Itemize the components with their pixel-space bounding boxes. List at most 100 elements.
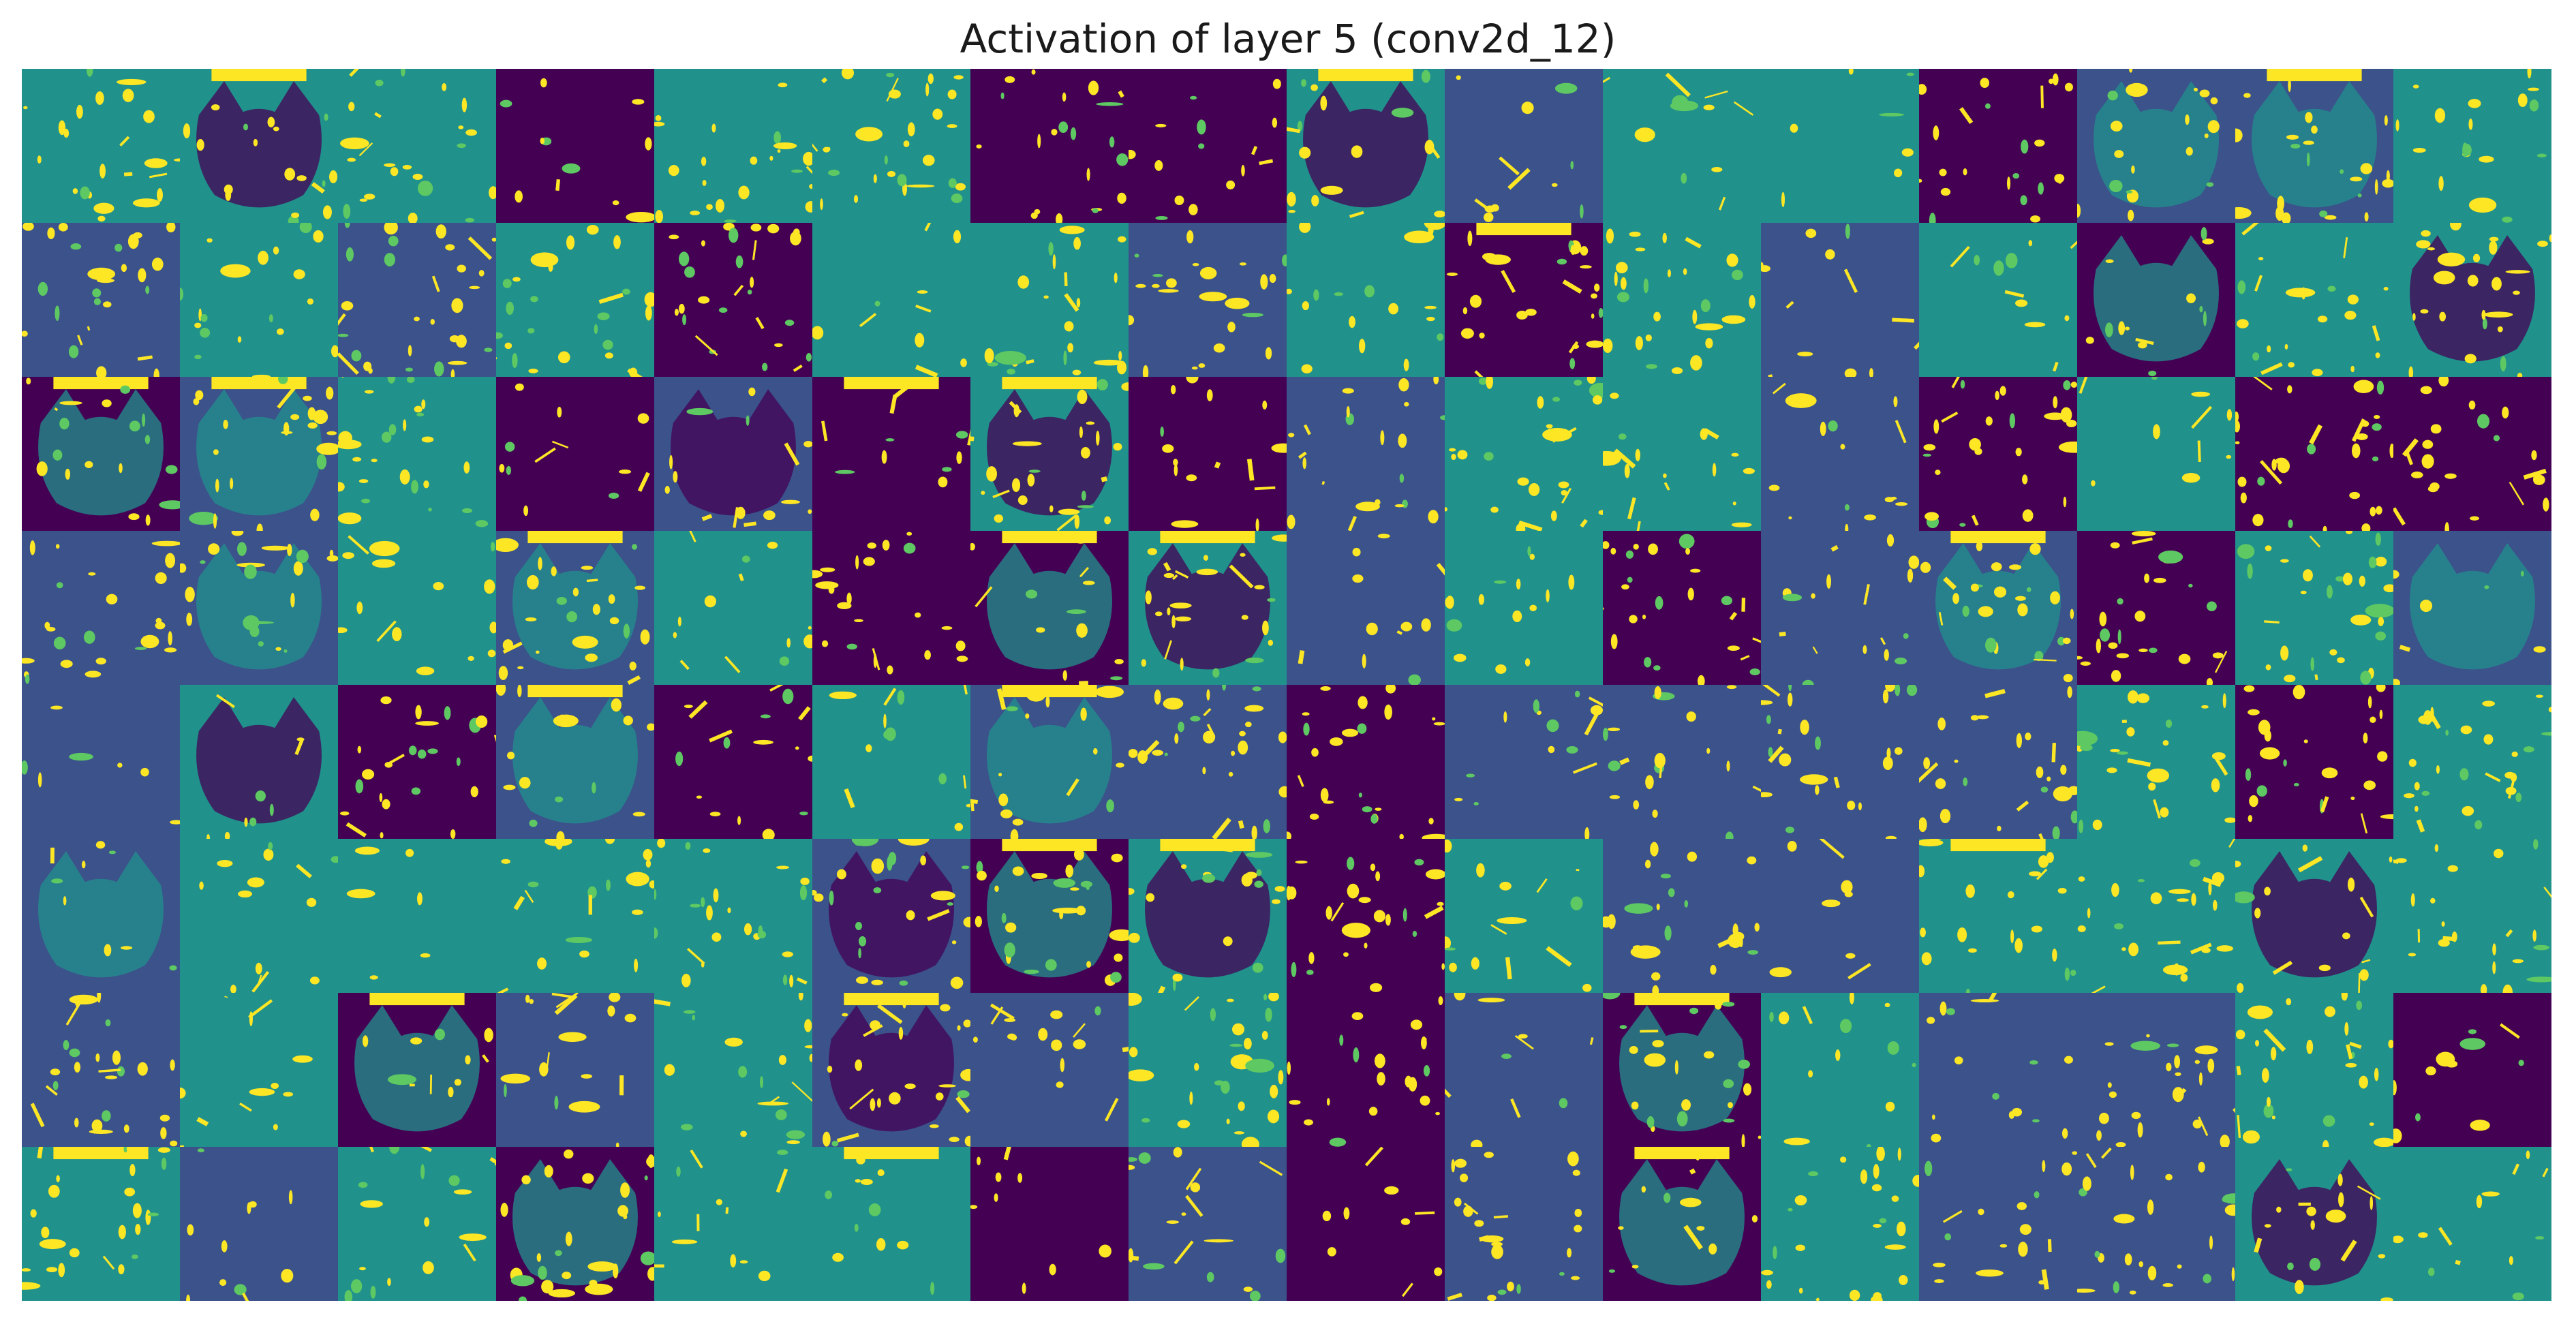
feature-map-tile: [1603, 69, 1761, 223]
feature-map-tile: [338, 223, 496, 377]
feature-map-tile: [180, 531, 338, 685]
feature-map-tile: [2235, 993, 2393, 1147]
feature-map-tile: [496, 685, 654, 839]
feature-map-tile: [22, 1147, 180, 1301]
feature-map-tile: [1129, 993, 1287, 1147]
feature-map-tile: [1761, 377, 1919, 531]
feature-map-tile: [2393, 531, 2551, 685]
feature-map-tile: [496, 69, 654, 223]
feature-map-tile: [1761, 223, 1919, 377]
feature-map-tile: [338, 531, 496, 685]
feature-map-tile: [22, 531, 180, 685]
feature-map-tile: [812, 839, 970, 993]
feature-map-tile: [1287, 685, 1445, 839]
feature-map-tile: [970, 377, 1129, 531]
feature-map-tile: [2077, 1147, 2235, 1301]
feature-map-tile: [338, 69, 496, 223]
feature-map-tile: [1445, 839, 1603, 993]
feature-map-tile: [1445, 377, 1603, 531]
feature-map-tile: [1287, 377, 1445, 531]
feature-map-tile: [812, 69, 970, 223]
feature-map-tile: [338, 1147, 496, 1301]
feature-map-tile: [1919, 377, 2077, 531]
feature-map-tile: [2235, 377, 2393, 531]
feature-map-tile: [22, 69, 180, 223]
feature-map-tile: [654, 223, 812, 377]
feature-map-tile: [338, 377, 496, 531]
feature-map-tile: [338, 839, 496, 993]
feature-map-tile: [2393, 377, 2551, 531]
feature-map-tile: [180, 993, 338, 1147]
feature-map-tile: [1919, 839, 2077, 993]
feature-map-tile: [1761, 685, 1919, 839]
feature-map-tile: [1919, 993, 2077, 1147]
feature-map-tile: [970, 1147, 1129, 1301]
feature-map-tile: [1761, 69, 1919, 223]
feature-map-tile: [1603, 1147, 1761, 1301]
feature-map-tile: [2393, 839, 2551, 993]
feature-map-tile: [2077, 993, 2235, 1147]
feature-map-tile: [654, 69, 812, 223]
feature-map-tile: [654, 377, 812, 531]
feature-map-tile: [496, 1147, 654, 1301]
feature-map-tile: [970, 685, 1129, 839]
feature-map-tile: [180, 69, 338, 223]
feature-map-tile: [970, 223, 1129, 377]
feature-map-tile: [2235, 685, 2393, 839]
feature-map-tile: [1761, 993, 1919, 1147]
feature-map-tile: [654, 993, 812, 1147]
feature-map-tile: [180, 685, 338, 839]
feature-map-tile: [1129, 685, 1287, 839]
feature-map-tile: [654, 685, 812, 839]
feature-map-tile: [2393, 993, 2551, 1147]
feature-map-tile: [2235, 531, 2393, 685]
feature-map-tile: [1761, 839, 1919, 993]
feature-map-tile: [2077, 377, 2235, 531]
feature-map-tile: [496, 377, 654, 531]
feature-map-tile: [812, 1147, 970, 1301]
feature-map-tile: [2235, 839, 2393, 993]
feature-map-tile: [496, 531, 654, 685]
feature-map-tile: [1603, 685, 1761, 839]
feature-map-tile: [2393, 69, 2551, 223]
feature-map-tile: [1919, 1147, 2077, 1301]
feature-map-tile: [654, 531, 812, 685]
feature-map-tile: [180, 1147, 338, 1301]
feature-map-tile: [2077, 531, 2235, 685]
feature-map-tile: [1287, 993, 1445, 1147]
feature-map-tile: [812, 223, 970, 377]
feature-map-tile: [2393, 1147, 2551, 1301]
feature-map-tile: [2393, 223, 2551, 377]
feature-map-tile: [1919, 69, 2077, 223]
feature-map-tile: [1919, 685, 2077, 839]
feature-map-tile: [1603, 223, 1761, 377]
feature-map-tile: [338, 685, 496, 839]
feature-map-tile: [1919, 223, 2077, 377]
feature-map-tile: [812, 531, 970, 685]
feature-map-tile: [1445, 531, 1603, 685]
feature-map-tile: [2235, 1147, 2393, 1301]
feature-map-tile: [22, 685, 180, 839]
feature-map-tile: [496, 223, 654, 377]
feature-map-tile: [812, 377, 970, 531]
feature-map-tile: [1287, 223, 1445, 377]
feature-map-tile: [1129, 223, 1287, 377]
feature-map-tile: [970, 69, 1129, 223]
feature-map-tile: [1919, 531, 2077, 685]
feature-map-tile: [1603, 531, 1761, 685]
feature-map-tile: [1287, 531, 1445, 685]
feature-map-tile: [2077, 69, 2235, 223]
feature-map-tile: [496, 839, 654, 993]
feature-map-tile: [1287, 1147, 1445, 1301]
feature-map-tile: [2393, 685, 2551, 839]
feature-map-tile: [1287, 69, 1445, 223]
feature-map-tile: [1445, 223, 1603, 377]
feature-map-tile: [1129, 69, 1287, 223]
feature-map-tile: [1603, 839, 1761, 993]
feature-map-tile: [1129, 377, 1287, 531]
feature-map-tile: [1445, 69, 1603, 223]
feature-map-tile: [1445, 1147, 1603, 1301]
feature-map-tile: [1445, 685, 1603, 839]
feature-map-tile: [2077, 685, 2235, 839]
activation-grid: [22, 69, 2551, 1301]
